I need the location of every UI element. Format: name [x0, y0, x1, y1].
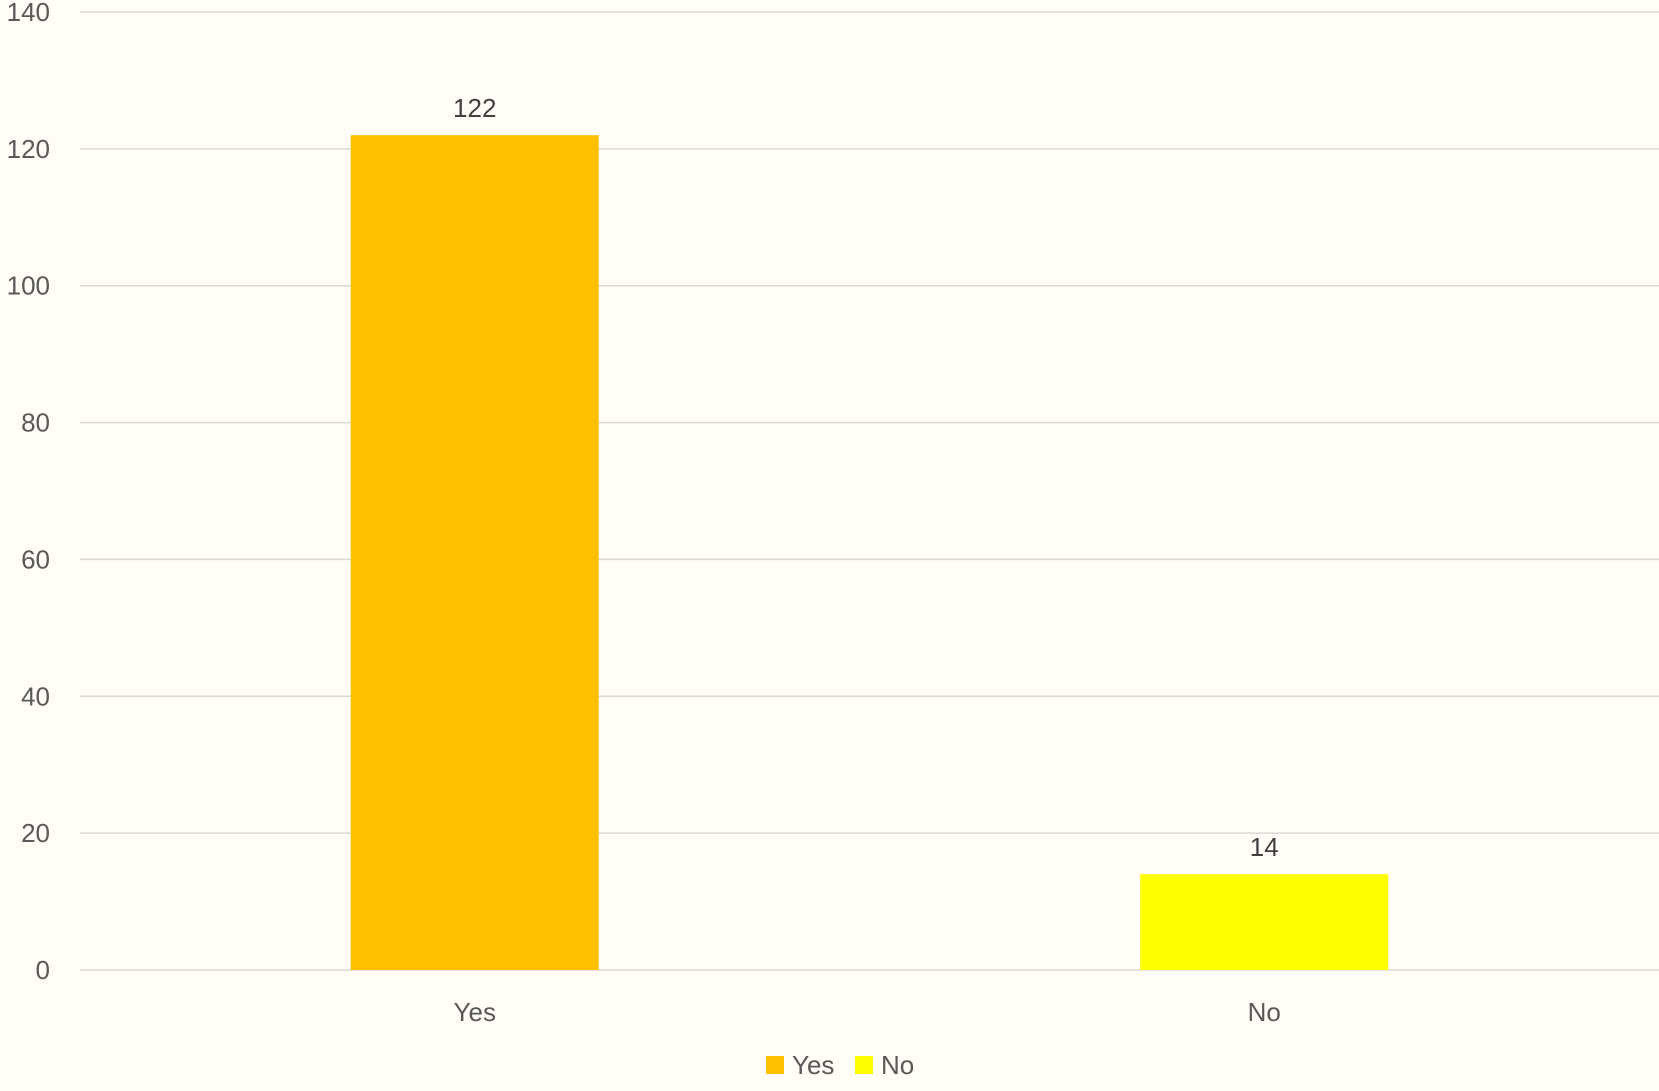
legend-swatch-yes: [766, 1056, 784, 1074]
legend-label-yes: Yes: [792, 1050, 834, 1080]
y-axis-tick-labels: 0 20 40 60 80 100 120 140: [7, 0, 50, 985]
y-tick-label: 60: [21, 544, 50, 574]
y-tick-label: 140: [7, 0, 50, 27]
y-tick-label: 40: [21, 681, 50, 711]
bar-no: [1140, 874, 1389, 970]
x-tick-label-no: No: [1248, 997, 1281, 1027]
x-axis-tick-labels: Yes No: [454, 997, 1281, 1027]
y-tick-label: 100: [7, 271, 50, 301]
data-label-yes: 122: [453, 93, 496, 123]
x-tick-label-yes: Yes: [454, 997, 496, 1027]
legend: Yes No: [766, 1050, 914, 1080]
gridlines: [80, 11, 1659, 971]
data-label-no: 14: [1250, 832, 1279, 862]
y-tick-label: 80: [21, 408, 50, 438]
legend-label-no: No: [881, 1050, 914, 1080]
y-tick-label: 0: [36, 955, 50, 985]
bars: [350, 135, 1389, 970]
y-tick-label: 120: [7, 134, 50, 164]
y-tick-label: 20: [21, 818, 50, 848]
legend-swatch-no: [855, 1056, 873, 1074]
bar-yes: [350, 135, 599, 970]
data-labels: 122 14: [453, 93, 1279, 862]
